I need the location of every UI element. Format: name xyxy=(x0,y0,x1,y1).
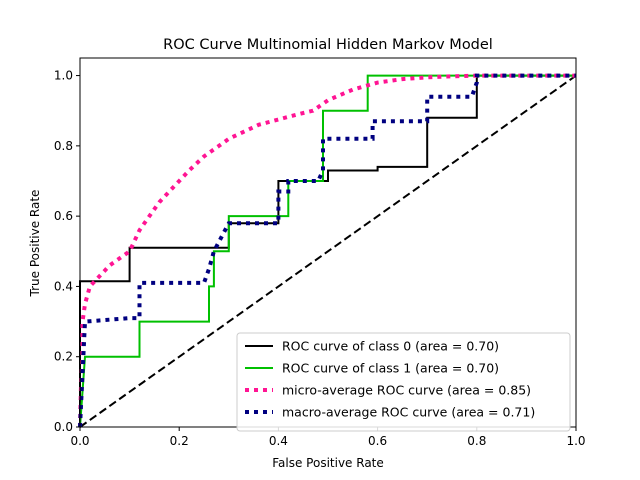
series-line-2 xyxy=(78,73,576,428)
y-tick-label: 0.2 xyxy=(54,350,73,364)
legend-entry-label: macro-average ROC curve (area = 0.71) xyxy=(282,405,535,420)
series-line-1 xyxy=(79,74,576,428)
x-tick-label: 0.6 xyxy=(368,434,387,448)
legend-box xyxy=(236,332,571,432)
y-tick-label: 0.6 xyxy=(54,209,73,223)
series-line-3 xyxy=(78,73,576,428)
x-tick-label: 0.0 xyxy=(70,434,89,448)
plot-area xyxy=(78,73,577,428)
y-tick-label: 0.4 xyxy=(54,279,73,293)
x-tick-label: 1.0 xyxy=(566,434,585,448)
y-tick-label: 0.0 xyxy=(54,420,73,434)
series-line-0 xyxy=(79,74,576,427)
y-tick-label: 0.8 xyxy=(54,139,73,153)
y-axis-label: True Positive Rate xyxy=(28,190,42,298)
y-tick-label: 1.0 xyxy=(54,69,73,83)
x-tick-label: 0.8 xyxy=(467,434,486,448)
legend-entry-label: ROC curve of class 0 (area = 0.70) xyxy=(282,339,499,354)
x-tick-label: 0.2 xyxy=(170,434,189,448)
chart-title: ROC Curve Multinomial Hidden Markov Mode… xyxy=(163,37,493,53)
legend-entry-label: micro-average ROC curve (area = 0.85) xyxy=(282,383,531,398)
axes-ticks: 0.0 0.2 0.4 0.6 0.8 1.0 0.0 0.2 0.4 0.6 0.8 1.0 xyxy=(54,69,586,448)
legend-entry-label: ROC curve of class 1 (area = 0.70) xyxy=(282,361,499,376)
legend: ROC curve of class 0 (area = 0.70) ROC cu… xyxy=(236,332,571,432)
x-tick-label: 0.4 xyxy=(269,434,288,448)
x-axis-label: False Positive Rate xyxy=(272,456,384,470)
series-line-4 xyxy=(79,74,577,428)
